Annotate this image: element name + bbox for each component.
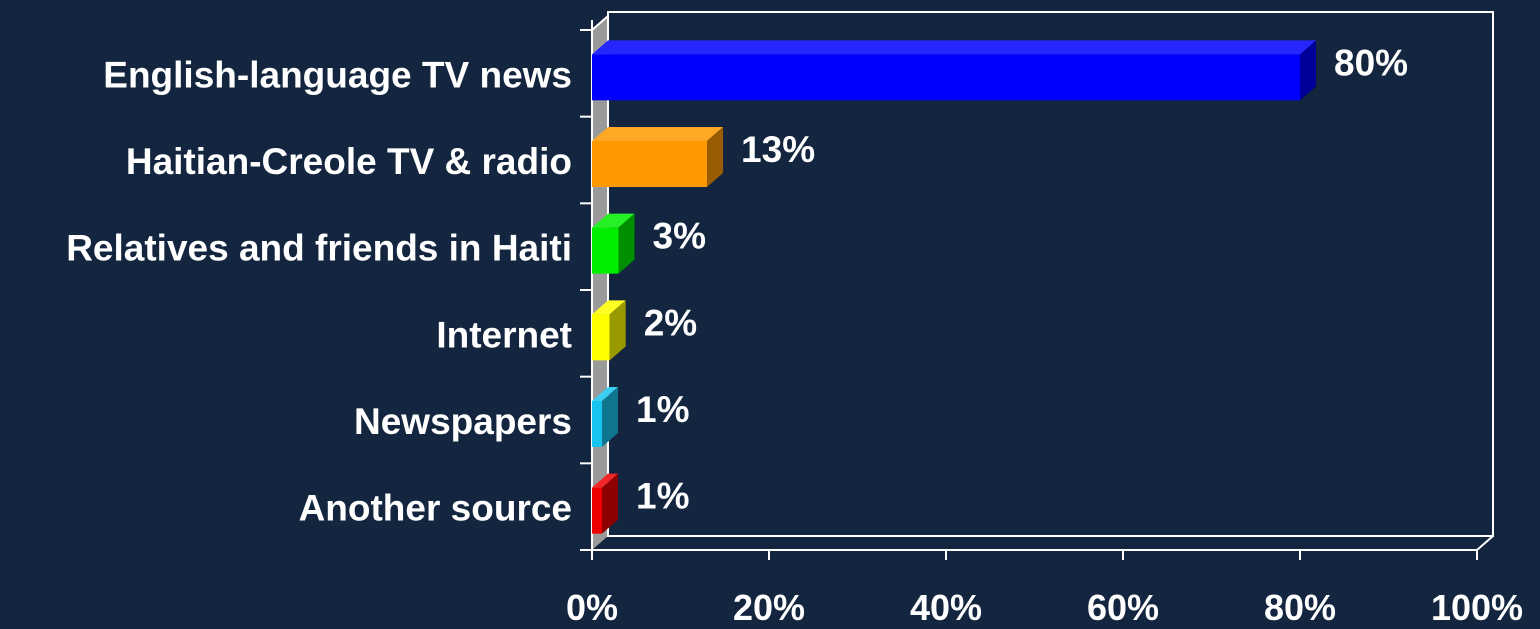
data-label: 3% xyxy=(653,216,706,257)
x-tick-label: 80% xyxy=(1264,587,1336,624)
bar-top xyxy=(592,40,1316,55)
x-tick-label: 40% xyxy=(910,587,982,624)
x-tick-label: 0% xyxy=(566,587,618,624)
chart-axes xyxy=(580,11,1494,560)
bar-top xyxy=(592,473,618,488)
category-label: Internet xyxy=(436,314,572,355)
bar xyxy=(592,141,708,187)
data-label: 1% xyxy=(636,476,689,517)
data-label: 2% xyxy=(644,302,697,343)
bar-top xyxy=(592,300,626,315)
bar-top xyxy=(592,213,635,228)
bar xyxy=(592,314,610,361)
chart-bars xyxy=(592,40,1316,534)
x-tick-label: 20% xyxy=(733,587,805,624)
bar xyxy=(592,401,602,447)
category-label: Another source xyxy=(299,488,572,529)
chart-labels: 0% 20% 40% 60% 80% 100% English-language TV ne… xyxy=(66,42,1523,628)
bar-end xyxy=(602,473,618,534)
category-label: Relatives and friends in Haiti xyxy=(66,228,572,269)
bar-top xyxy=(592,127,724,141)
bar xyxy=(592,487,602,534)
bar xyxy=(592,227,619,274)
x-axis-edge xyxy=(1476,535,1494,551)
bar-end xyxy=(1300,40,1316,101)
category-label: Haitian-Creole TV & radio xyxy=(126,141,572,182)
bar xyxy=(592,54,1300,101)
x-tick-label: 100% xyxy=(1431,587,1523,624)
bar-end xyxy=(602,387,618,447)
y-axis-top-edge xyxy=(591,15,609,31)
x-tick-label: 60% xyxy=(1087,587,1159,624)
plot-border xyxy=(607,11,1494,537)
bar-top xyxy=(592,387,618,401)
data-label: 1% xyxy=(636,389,689,430)
bar-end xyxy=(618,213,635,274)
bar-end xyxy=(707,127,724,187)
data-label: 80% xyxy=(1334,42,1408,83)
category-label: English-language TV news xyxy=(103,54,572,95)
bar-end xyxy=(609,300,626,361)
category-label: Newspapers xyxy=(354,401,572,442)
data-label: 13% xyxy=(741,129,815,170)
